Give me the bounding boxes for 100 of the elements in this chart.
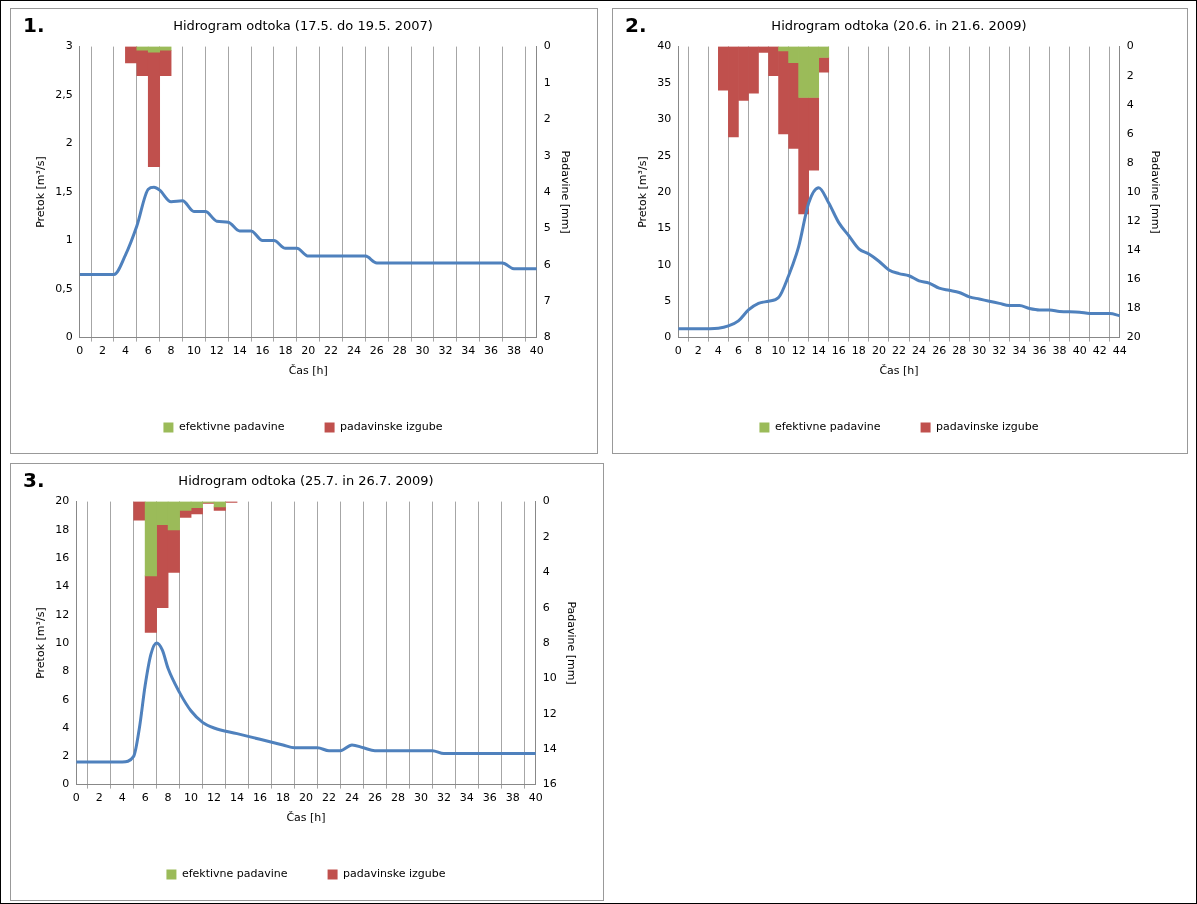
y2-tick-label: 4 <box>542 565 550 579</box>
x-tick-label: 12 <box>207 791 222 805</box>
x-tick-label: 6 <box>734 344 742 358</box>
x-tick-label: 8 <box>167 344 175 358</box>
y-tick-label: 2,5 <box>55 87 73 101</box>
y-tick-label: 0 <box>65 330 73 344</box>
legend-label: padavinske izgube <box>340 420 443 434</box>
y2-tick-label: 16 <box>1126 272 1141 286</box>
y2-tick-label: 0 <box>542 494 550 508</box>
legend-label: padavinske izgube <box>343 867 446 881</box>
y2-tick-label: 18 <box>1126 301 1141 315</box>
legend-label: efektivne padavine <box>774 420 881 434</box>
x-tick-label: 2 <box>95 791 103 805</box>
x-tick-label: 12 <box>209 344 224 358</box>
y-axis-title: Pretok [m³/s] <box>636 156 650 228</box>
x-tick-label: 20 <box>871 344 886 358</box>
x-tick-label: 40 <box>1072 344 1087 358</box>
x-tick-label: 12 <box>791 344 806 358</box>
x-tick-label: 34 <box>1012 344 1027 358</box>
y-axis-title: Pretok [m³/s] <box>34 607 48 679</box>
y-tick-label: 10 <box>55 635 70 649</box>
y2-tick-label: 6 <box>1126 126 1134 140</box>
y-tick-label: 40 <box>657 39 672 53</box>
x-tick-label: 16 <box>831 344 846 358</box>
x-axis-title: Čas [h] <box>288 364 328 378</box>
x-tick-label: 44 <box>1112 344 1127 358</box>
x-tick-label: 32 <box>436 791 451 805</box>
text: 3. <box>23 468 45 493</box>
x-tick-label: 16 <box>253 791 268 805</box>
y-tick-label: 2 <box>65 136 73 150</box>
y-tick-label: 15 <box>657 221 672 235</box>
chart-title: Hidrogram odtoka (20.6. in 21.6. 2009) <box>771 18 1027 34</box>
x-tick-label: 10 <box>186 344 201 358</box>
x-tick-label: 28 <box>390 791 405 805</box>
x-tick-label: 20 <box>301 344 316 358</box>
y-tick-label: 14 <box>55 579 70 593</box>
y2-tick-label: 8 <box>542 635 550 649</box>
x-tick-label: 18 <box>276 791 291 805</box>
x-tick-label: 34 <box>461 344 476 358</box>
x-tick-label: 32 <box>438 344 453 358</box>
x-tick-label: 4 <box>121 344 129 358</box>
y2-tick-label: 8 <box>1126 155 1134 169</box>
x-tick-label: 16 <box>255 344 270 358</box>
x-tick-label: 0 <box>674 344 682 358</box>
y2-axis-title: Padavine [mm] <box>564 601 578 685</box>
x-tick-label: 36 <box>484 344 499 358</box>
y-tick-label: 4 <box>62 720 70 734</box>
y2-tick-label: 2 <box>1126 68 1134 82</box>
x-tick-label: 32 <box>992 344 1007 358</box>
y2-tick-label: 2 <box>543 112 551 126</box>
x-tick-label: 10 <box>184 791 199 805</box>
legend-label: padavinske izgube <box>936 420 1039 434</box>
x-tick-label: 36 <box>482 791 497 805</box>
y2-tick-label: 5 <box>543 221 551 235</box>
text: 1. <box>23 13 45 38</box>
x-tick-label: 0 <box>76 344 84 358</box>
x-tick-label: 14 <box>232 344 247 358</box>
y2-tick-label: 4 <box>543 184 551 198</box>
y2-tick-label: 14 <box>542 742 557 756</box>
y2-tick-label: 14 <box>1126 243 1141 257</box>
x-tick-label: 6 <box>141 791 149 805</box>
y2-tick-label: 2 <box>542 529 550 543</box>
line-series <box>76 641 536 764</box>
y2-tick-label: 8 <box>543 330 551 344</box>
y2-tick-label: 6 <box>543 257 551 271</box>
x-axis-title: Čas [h] <box>286 811 326 825</box>
x-tick-label: 38 <box>1052 344 1067 358</box>
y2-tick-label: 4 <box>1126 97 1134 111</box>
y-tick-label: 35 <box>657 75 672 89</box>
y-axis-title: Pretok [m³/s] <box>34 156 48 228</box>
text: 2. <box>625 13 647 38</box>
x-tick-label: 6 <box>144 344 152 358</box>
y2-tick-label: 0 <box>543 39 551 53</box>
legend-label: efektivne padavine <box>178 420 285 434</box>
x-tick-label: 30 <box>415 344 430 358</box>
y-tick-label: 30 <box>657 112 672 126</box>
y2-tick-label: 3 <box>543 148 551 162</box>
x-tick-label: 22 <box>892 344 906 358</box>
line-series <box>678 186 1120 331</box>
chart-title: Hidrogram odtoka (25.7. in 26.7. 2009) <box>178 473 434 489</box>
y-tick-label: 18 <box>55 522 70 536</box>
y-tick-label: 6 <box>62 692 70 706</box>
x-tick-label: 30 <box>972 344 987 358</box>
x-tick-label: 26 <box>932 344 947 358</box>
x-tick-label: 14 <box>811 344 826 358</box>
x-tick-label: 10 <box>771 344 786 358</box>
x-axis-title: Čas [h] <box>879 364 919 378</box>
y-tick-label: 5 <box>664 294 672 308</box>
y2-tick-label: 10 <box>1126 184 1141 198</box>
x-tick-label: 18 <box>278 344 293 358</box>
chart-title: Hidrogram odtoka (17.5. do 19.5. 2007) <box>173 18 433 34</box>
x-tick-label: 40 <box>529 344 544 358</box>
y2-axis-title: Padavine [mm] <box>1148 150 1162 234</box>
x-tick-label: 38 <box>505 791 520 805</box>
bar <box>213 506 226 511</box>
y-tick-label: 3 <box>65 39 73 53</box>
y-tick-label: 1 <box>65 233 73 247</box>
x-tick-label: 20 <box>299 791 313 805</box>
y-tick-label: 0 <box>664 330 672 344</box>
y2-tick-label: 12 <box>542 706 557 720</box>
